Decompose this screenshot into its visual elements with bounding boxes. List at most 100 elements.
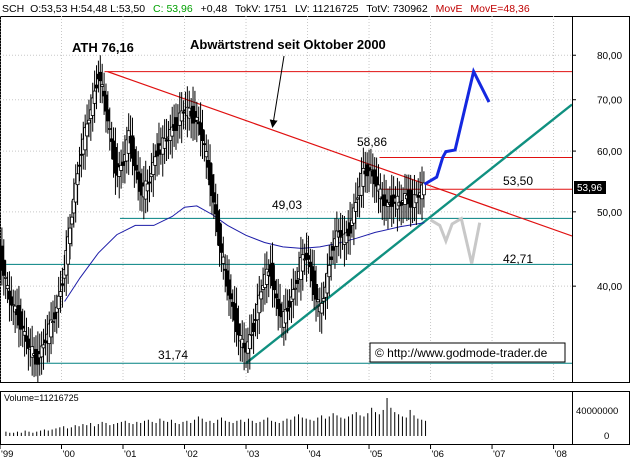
bearish-scenario-path	[429, 216, 482, 264]
horizontal-levels	[6, 71, 572, 364]
price-bar-down	[202, 143, 207, 146]
x-tick-label: '04	[309, 449, 321, 459]
price-bar-down	[223, 268, 228, 271]
price-bar-up	[259, 291, 264, 300]
price-bar-down	[60, 283, 65, 286]
trend-label: Abwärtstrend seit Oktober 2000	[190, 37, 386, 52]
x-axis-ticks: '99 '00 '01 '02 '03 '04 '05 '06 '07 '08	[0, 445, 567, 459]
price-bar-down	[285, 307, 290, 312]
price-bar-down	[251, 322, 256, 333]
price-bar-down	[98, 71, 103, 82]
price-bar-down	[121, 161, 125, 166]
x-tick-label: '02	[186, 449, 198, 459]
price-bar-down	[77, 164, 82, 167]
price-bar-up	[300, 254, 305, 272]
price-bar-up	[100, 84, 105, 87]
price-bar-up	[73, 182, 78, 203]
last-price-tag	[574, 181, 606, 194]
y-gridlines	[0, 16, 572, 382]
last-price-value: 53,96	[577, 183, 602, 194]
header-change: +0,48	[201, 3, 228, 15]
price-bar-up	[87, 119, 91, 124]
price-bar-down	[219, 243, 224, 253]
price-bar-down	[164, 139, 169, 142]
price-bar-up	[321, 298, 326, 302]
website-label: © http://www.godmode-trader.de	[375, 346, 548, 360]
price-bar-down	[174, 117, 178, 131]
price-bar-down	[52, 312, 57, 320]
price-bar-down	[9, 296, 14, 306]
price-bar-up	[70, 216, 74, 225]
y-tick-label: 40,00	[597, 282, 622, 293]
price-bar-up	[319, 302, 324, 314]
trend-arrow	[269, 55, 285, 128]
price-bar-down	[1, 259, 6, 276]
price-bar-down	[200, 129, 205, 142]
price-bar-down	[278, 303, 282, 317]
ath-label: ATH 76,16	[72, 40, 134, 55]
price-bar-down	[408, 189, 413, 208]
price-bar-up	[51, 321, 55, 323]
y-tick-label: 60,00	[597, 147, 622, 158]
x-tick-label: '01	[124, 449, 136, 459]
level-4271-label: 42,71	[503, 252, 533, 266]
volume-bars	[5, 398, 427, 436]
price-bar-down	[105, 109, 110, 122]
level-5350-label: 53,50	[503, 174, 533, 188]
price-bar-down	[308, 261, 313, 268]
price-bar-down	[147, 181, 152, 184]
volume-panel-border	[0, 391, 630, 445]
price-bar-up	[369, 169, 373, 172]
price-bar-up	[22, 331, 27, 336]
header-move-label: MovE	[436, 3, 463, 15]
header-close: C: 53,96	[153, 3, 193, 15]
header-move-value: MovE=48,36	[470, 3, 529, 15]
price-bar-up	[145, 183, 150, 192]
header-volume: LV: 11216725	[295, 3, 359, 15]
price-bar-up	[353, 202, 358, 212]
price-bars	[0, 55, 426, 382]
moving-average	[64, 205, 425, 302]
header-ohl: O:53,53 H:54,48 L:53,50	[30, 3, 145, 15]
price-bar-up	[68, 227, 72, 245]
price-bar-down	[132, 149, 137, 167]
header-tick-volume: TokV: 1751	[235, 3, 287, 15]
level-3174-label: 31,74	[158, 348, 188, 362]
volume-tick-zero: 0	[604, 431, 609, 442]
price-bar-down	[134, 164, 139, 171]
trend-lines	[107, 71, 572, 365]
price-bar-up	[355, 197, 360, 200]
header-total-volume: TotV: 730962	[366, 3, 428, 15]
moving-average-line	[64, 205, 425, 302]
price-bar-down	[94, 84, 99, 89]
y-tick-label: 50,00	[597, 208, 622, 219]
price-bar-down	[272, 280, 277, 291]
x-tick-label: '03	[247, 449, 259, 459]
price-bar-down	[217, 222, 222, 247]
price-bar-down	[274, 293, 279, 299]
price-bar-up	[85, 123, 89, 137]
price-bar-down	[236, 323, 241, 336]
level-4903-label: 49,03	[272, 198, 302, 212]
price-bar-down	[228, 293, 233, 300]
volume-tick-high: 40000000	[576, 406, 618, 417]
price-bar-up	[92, 90, 97, 104]
price-bar-up	[316, 299, 320, 303]
y-tick-label: 70,00	[597, 96, 622, 107]
y-axis-ticks: 40,00 50,00 60,00 70,00 80,00	[572, 51, 622, 293]
price-bar-up	[56, 295, 61, 310]
header-prefix: SCH	[2, 3, 24, 15]
price-bar-up	[204, 151, 209, 158]
website-box	[369, 342, 566, 363]
x-tick-label: '00	[63, 449, 75, 459]
x-tick-label: '05	[370, 449, 382, 459]
y-tick-label: 80,00	[597, 51, 622, 62]
price-bar-down	[314, 283, 318, 300]
price-bar-up	[3, 276, 8, 279]
x-tick-label: '08	[555, 449, 567, 459]
plot-area	[0, 55, 572, 382]
price-bar-up	[327, 264, 332, 278]
header-line: SCH O:53,53 H:54,48 L:53,50 C: 53,96 +0,…	[2, 3, 530, 15]
